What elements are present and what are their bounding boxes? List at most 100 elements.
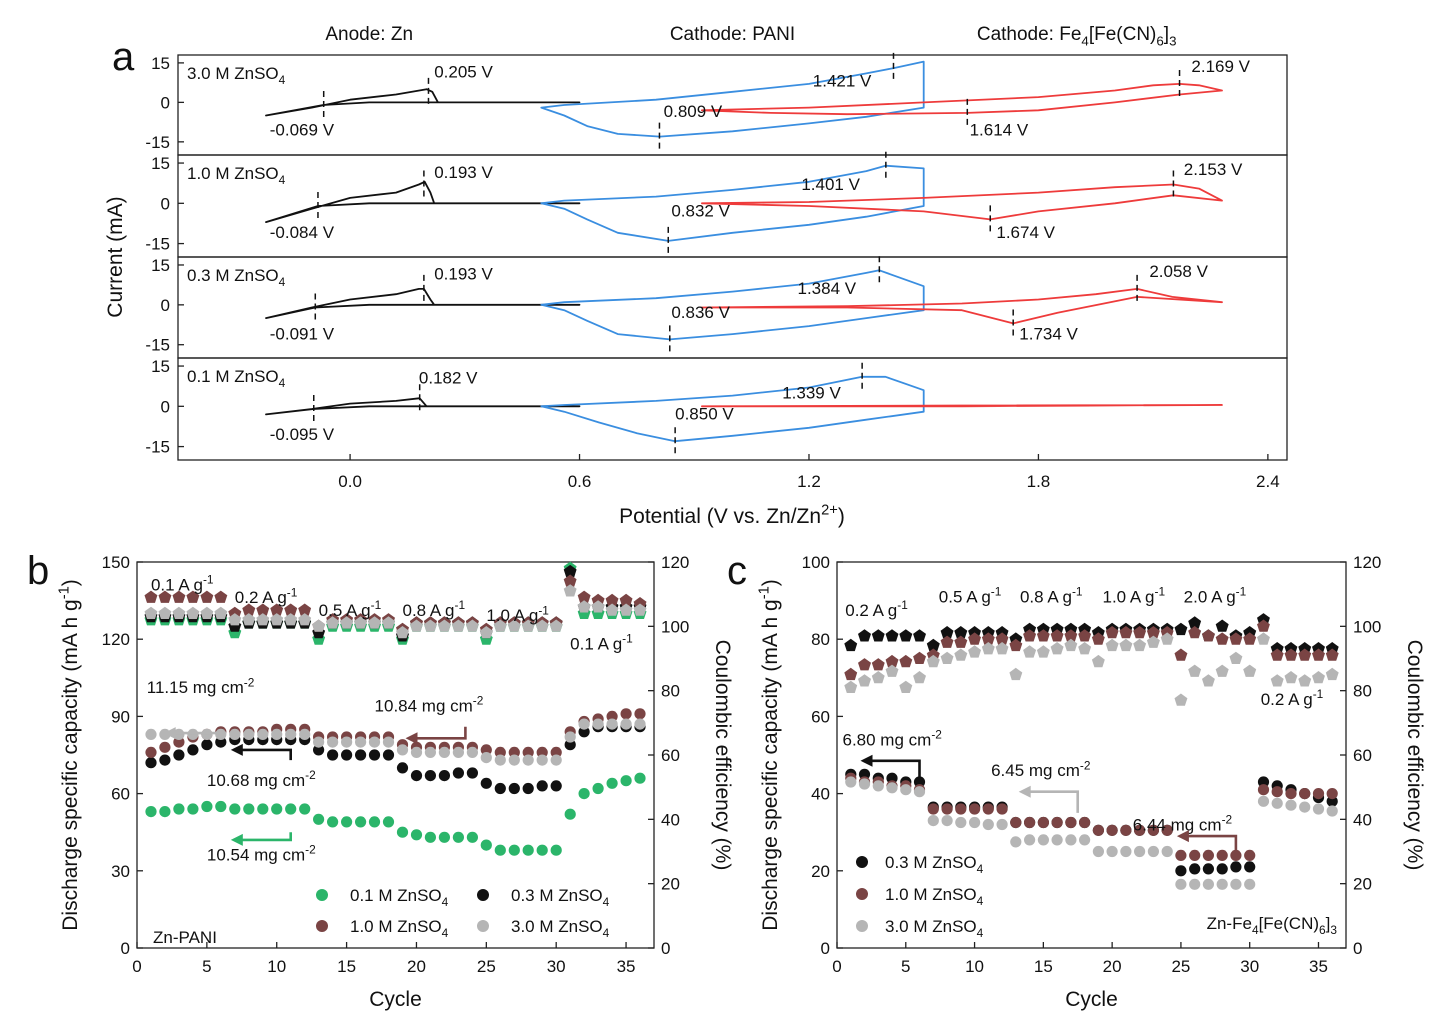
y-axis-label: Discharge specific capacity (mA h g-1) xyxy=(757,579,782,931)
efficiency-point xyxy=(256,603,270,616)
panel-label-a: a xyxy=(112,35,135,79)
efficiency-point xyxy=(284,613,298,626)
efficiency-point xyxy=(1174,693,1188,706)
efficiency-point xyxy=(968,645,981,658)
efficiency-point xyxy=(913,629,926,642)
efficiency-point xyxy=(563,564,577,578)
cv-subplot: 15 0 -15 0.0 0.6 1.2 1.8 2.4 0.1 M ZnSO4 -0.095 V… xyxy=(145,357,1288,491)
text-span: [Fe(CN) xyxy=(1089,24,1157,45)
peak-potential-label: 1.674 V xyxy=(996,223,1055,242)
capacity-point xyxy=(410,829,423,841)
peak-potential-label: 1.401 V xyxy=(801,175,860,194)
column-title: Cathode: Fe4[Fe(CN)6]3 xyxy=(977,24,1177,49)
capacity-point xyxy=(173,736,185,748)
efficiency-point xyxy=(1105,626,1119,639)
x-tick-label: 10 xyxy=(267,957,286,976)
arrow-head xyxy=(1018,785,1031,798)
text-span: 3.0 M ZnSO xyxy=(187,64,279,83)
efficiency-point xyxy=(382,616,395,629)
capacity-point xyxy=(1189,878,1201,890)
efficiency-point xyxy=(1312,671,1325,684)
current-density-label: 0.8 A g-1 xyxy=(402,598,465,620)
efficiency-point xyxy=(995,642,1009,655)
capacity-point xyxy=(1010,816,1022,829)
arrow-head xyxy=(405,732,418,745)
text-span: ] xyxy=(1326,914,1331,933)
capacity-point xyxy=(299,728,311,741)
capacity-point xyxy=(494,782,506,795)
efficiency-point xyxy=(844,667,858,681)
capacity-point xyxy=(327,749,339,761)
efficiency-point xyxy=(214,590,228,603)
text-span: 4 xyxy=(977,926,984,940)
text-span: 6.45 mg cm xyxy=(991,761,1080,780)
efficiency-point xyxy=(1229,632,1243,645)
text-span: -1 xyxy=(57,586,73,599)
capacity-point xyxy=(396,762,409,774)
efficiency-point xyxy=(326,616,340,629)
capacity-point xyxy=(382,736,395,748)
efficiency-point xyxy=(1036,629,1050,642)
capacity-point xyxy=(187,803,199,815)
efficiency-point xyxy=(1284,671,1298,684)
efficiency-point xyxy=(913,651,926,664)
efficiency-point xyxy=(577,600,591,613)
capacity-point xyxy=(1230,849,1242,862)
inset-label: Zn-Fe4[Fe(CN)6]3 xyxy=(1207,914,1338,937)
capacity-point xyxy=(452,746,464,759)
capacity-point xyxy=(229,803,241,815)
efficiency-point xyxy=(1174,622,1188,636)
efficiency-point xyxy=(242,613,256,626)
efficiency-point xyxy=(368,616,381,629)
text-span: 2+ xyxy=(821,503,838,519)
capacity-point xyxy=(424,770,436,782)
efficiency-point xyxy=(577,590,591,603)
text-span: -2 xyxy=(305,843,316,857)
efficiency-point xyxy=(284,603,298,616)
text-span: 6.44 mg cm xyxy=(1133,815,1222,834)
text-span: 0.1 M ZnSO xyxy=(350,886,442,905)
arrow-head xyxy=(163,727,176,740)
capacity-point xyxy=(424,831,436,843)
capacity-point xyxy=(466,746,478,759)
efficiency-point xyxy=(242,603,256,616)
text-span: 10.68 mg cm xyxy=(207,771,305,790)
cv-subplot: 15 0 -15 3.0 M ZnSO4 -0.069 V 0.205 V 0.809 V 1… xyxy=(145,52,1288,156)
text-span: 4 xyxy=(977,894,984,908)
capacity-point xyxy=(341,736,353,748)
text-span: 0.3 M ZnSO xyxy=(885,853,977,872)
x-tick-label: 1.8 xyxy=(1027,472,1051,491)
peak-potential-label: 0.193 V xyxy=(434,265,493,284)
efficiency-point xyxy=(186,606,200,619)
y-tick-label: -15 xyxy=(145,438,170,457)
capacity-point xyxy=(969,816,981,829)
capacity-point xyxy=(145,806,157,818)
efficiency-point xyxy=(1298,674,1312,687)
capacity-point xyxy=(466,831,478,843)
efficiency-point xyxy=(1215,664,1229,677)
y-tick-label: 0 xyxy=(161,93,170,112)
capacity-point xyxy=(285,728,297,741)
x-tick-label: 15 xyxy=(337,957,356,976)
y2-tick-label: 40 xyxy=(661,810,680,829)
efficiency-point xyxy=(1270,674,1284,687)
text-span: -1 xyxy=(1155,585,1166,599)
y2-tick-label: 60 xyxy=(661,746,680,765)
text-span: -1 xyxy=(991,585,1002,599)
efficiency-point xyxy=(899,629,913,642)
capacity-point xyxy=(522,844,534,856)
efficiency-point xyxy=(396,626,409,639)
concentration-label: 1.0 M ZnSO4 xyxy=(187,164,286,187)
efficiency-point xyxy=(298,603,312,616)
current-density-label: 0.8 A g-1 xyxy=(1020,585,1083,607)
efficiency-point xyxy=(858,658,871,671)
fe-cv-curve xyxy=(701,83,1223,116)
y2-tick-label: 80 xyxy=(1353,682,1372,701)
y2-tick-label: 20 xyxy=(1353,875,1372,894)
capacity-point xyxy=(355,736,367,748)
y-tick-label: 15 xyxy=(151,256,170,275)
text-span: 4 xyxy=(603,895,610,909)
capacity-point xyxy=(1299,801,1311,813)
text-span: 10.54 mg cm xyxy=(207,846,305,865)
